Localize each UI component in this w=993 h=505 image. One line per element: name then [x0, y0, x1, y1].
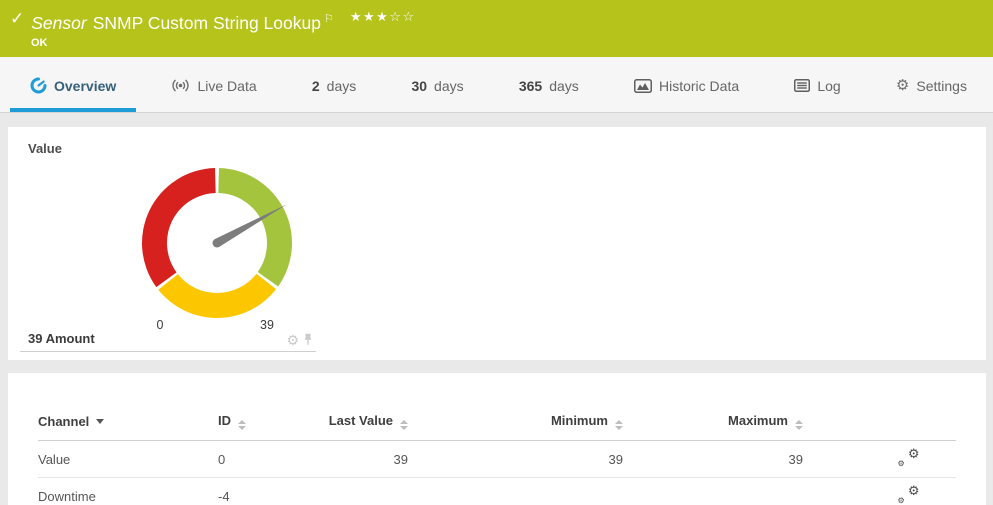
cell-id: 0 [218, 440, 318, 478]
channel-settings-gears-icon[interactable]: ⚙ ⚙ [897, 483, 920, 505]
log-list-icon [794, 79, 811, 92]
tab-bar: Overview Live Data 2 days 30 days 365 da… [0, 57, 993, 113]
tab-label: days [549, 77, 579, 94]
overview-panel: Value 0 39 39 Amount ⚙ [8, 127, 986, 360]
cell-maximum [623, 477, 803, 505]
status-ok-check-icon: ✓ [10, 9, 25, 28]
cell-id: -4 [218, 477, 318, 505]
sort-icon [400, 420, 408, 430]
broadcast-icon [172, 79, 190, 92]
cell-minimum: 39 [408, 440, 623, 478]
tab-number: 2 [311, 77, 320, 94]
object-kind-label: Sensor [31, 12, 87, 33]
col-header-id[interactable]: ID [218, 407, 318, 441]
gauge-cell-value: Value 0 39 39 Amount ⚙ [20, 127, 316, 352]
tab-label: Historic Data [658, 77, 740, 94]
channel-settings-gears-icon[interactable]: ⚙ ⚙ [897, 446, 920, 468]
sensor-header: ✓ Sensor SNMP Custom String Lookup ⚐ ★★★☆☆… [0, 0, 993, 57]
sort-icon [795, 420, 803, 430]
cell-maximum: 39 [623, 440, 803, 478]
tab-label: Settings [916, 77, 967, 94]
pin-gauge-icon[interactable] [302, 333, 314, 346]
col-header-minimum[interactable]: Minimum [408, 407, 623, 441]
tab-label: days [434, 77, 464, 94]
col-header-last-value[interactable]: Last Value [318, 407, 408, 441]
tab-30-days[interactable]: 30 days [391, 57, 483, 112]
tab-2-days[interactable]: 2 days [292, 57, 376, 112]
gear-icon: ⚙ [895, 76, 910, 94]
sensor-name: SNMP Custom String Lookup [92, 12, 321, 33]
tab-number: 365 [518, 77, 543, 94]
table-row-downtime[interactable]: Downtime -4 ⚙ ⚙ [38, 477, 956, 505]
value-gauge-chart [142, 168, 292, 318]
col-header-maximum[interactable]: Maximum [623, 407, 803, 441]
tab-historic-data[interactable]: Historic Data [614, 57, 759, 112]
tab-number: 30 [411, 77, 428, 94]
tab-label: Overview [54, 77, 117, 94]
priority-flag-icon[interactable]: ⚐ [323, 13, 334, 25]
page-title: Sensor SNMP Custom String Lookup ⚐ [31, 8, 334, 34]
table-row-value[interactable]: Value 0 39 39 39 ⚙ ⚙ [38, 440, 956, 478]
sort-icon [615, 420, 623, 430]
gauge-scale-min: 0 [156, 318, 164, 332]
gauge-value-label: 39 Amount [28, 331, 95, 346]
tab-label: days [326, 77, 357, 94]
tab-settings[interactable]: ⚙ Settings [876, 57, 987, 112]
sensor-status-badge: OK [31, 36, 48, 49]
col-header-channel[interactable]: Channel [38, 407, 218, 441]
channels-panel: Channel ID Last Value Minimum Maximum Va… [8, 373, 986, 505]
cell-last-value: 39 [318, 440, 408, 478]
channels-table: Channel ID Last Value Minimum Maximum Va… [38, 407, 956, 505]
sort-desc-icon [96, 419, 105, 424]
tab-label: Live Data [197, 77, 257, 94]
cell-channel: Value [38, 440, 218, 478]
gauge-icon [30, 77, 47, 94]
sort-icon [238, 420, 246, 430]
tab-log[interactable]: Log [774, 57, 860, 112]
cell-last-value [318, 477, 408, 505]
priority-stars[interactable]: ★★★☆☆ [349, 9, 416, 24]
gauge-footer: 39 Amount ⚙ [28, 331, 314, 348]
area-chart-icon [633, 78, 652, 93]
channel-settings-gear-icon[interactable]: ⚙ [286, 331, 299, 348]
tab-365-days[interactable]: 365 days [499, 57, 599, 112]
cell-minimum [408, 477, 623, 505]
gauge-scale-max: 39 [260, 318, 274, 332]
tab-live-data[interactable]: Live Data [151, 57, 276, 112]
tab-overview[interactable]: Overview [10, 57, 137, 112]
cell-channel: Downtime [38, 477, 218, 505]
channel-title: Value [28, 141, 62, 156]
tab-label: Log [817, 77, 841, 94]
